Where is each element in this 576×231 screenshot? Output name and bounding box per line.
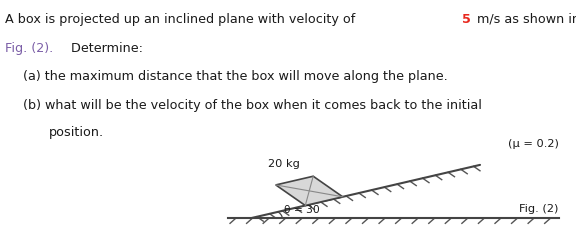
Text: m/s as shown in: m/s as shown in	[473, 13, 576, 26]
Text: 5: 5	[462, 13, 471, 26]
Text: Fig. (2).: Fig. (2).	[5, 42, 53, 55]
Text: (μ = 0.2): (μ = 0.2)	[508, 138, 559, 148]
Text: (b) what will be the velocity of the box when it comes back to the initial: (b) what will be the velocity of the box…	[23, 98, 482, 111]
Text: A box is projected up an inclined plane with velocity of: A box is projected up an inclined plane …	[5, 13, 359, 26]
Text: Fig. (2): Fig. (2)	[520, 203, 559, 213]
Text: (a) the maximum distance that the box will move along the plane.: (a) the maximum distance that the box wi…	[23, 69, 448, 82]
Polygon shape	[276, 176, 343, 206]
Text: position.: position.	[49, 126, 104, 139]
Text: θ = 30: θ = 30	[284, 204, 320, 214]
Text: Determine:: Determine:	[67, 42, 143, 55]
Text: 20 kg: 20 kg	[268, 158, 300, 168]
